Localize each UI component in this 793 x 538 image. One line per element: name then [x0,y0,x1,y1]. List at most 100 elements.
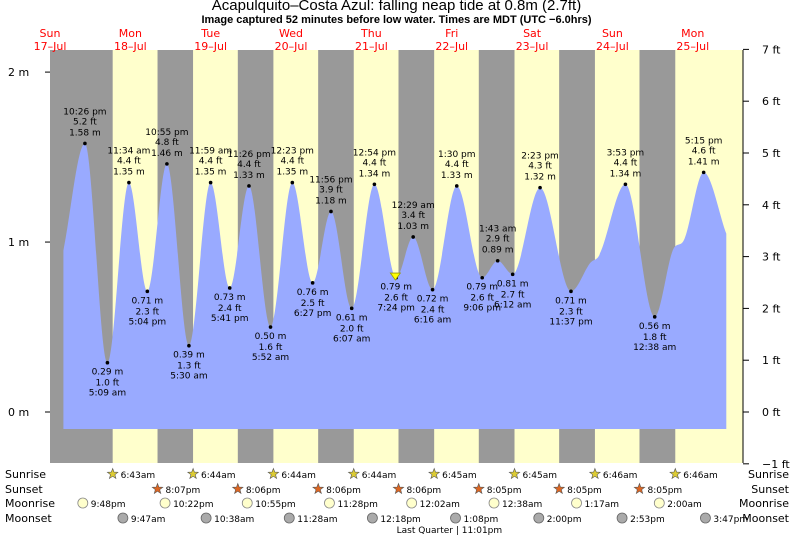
day-header-weekday: Mon [119,27,142,40]
tide-m-label: 0.71 m [131,296,163,306]
moonset-icon [533,512,545,524]
tide-extreme-dot [290,180,295,185]
event-row-label-right: Sunset [751,483,789,496]
event-row-label-left: Sunset [5,483,43,496]
tide-m-label: 0.56 m [639,322,671,332]
y-tick-label-ft: 1 ft [762,354,781,367]
tide-time-label: 5:52 am [252,353,289,363]
sunrise-icon [267,467,280,480]
sunrise-time: 6:43am [121,471,155,481]
day-header-weekday: Sun [40,27,61,40]
y-tick-label-ft: 4 ft [762,199,781,212]
day-header-weekday: Fri [445,27,458,40]
tide-time-label: 5:04 pm [129,317,167,327]
tide-m-label: 0.73 m [214,293,246,303]
tide-time-label: 12:54 pm [353,148,396,158]
tide-m-label: 1.33 m [441,171,473,181]
tide-ft-label: 3.9 ft [319,185,343,195]
tide-ft-label: 5.2 ft [73,117,97,127]
tide-time-label: 11:26 pm [227,150,270,160]
tide-ft-label: 2.5 ft [301,299,325,309]
tide-ft-label: 2.4 ft [218,304,242,314]
tide-ft-label: 4.4 ft [237,160,261,170]
tide-extreme-dot [83,141,87,146]
tide-extreme-dot [623,182,628,187]
tide-m-label: 0.89 m [482,246,514,256]
tide-m-label: 0.29 m [92,368,124,378]
day-header-date: 23–Jul [516,40,549,53]
sunrise-time: 6:45am [442,471,477,481]
tide-extreme-dot [430,287,435,292]
y-tick-label-ft: 7 ft [762,43,781,56]
tide-m-label: 0.76 m [297,288,329,298]
tide-extreme-dot [510,272,515,277]
moonset-time: 2:00pm [547,515,582,525]
sunrise-icon [106,467,119,480]
moonset-icon [366,512,378,524]
y-tick-label-m: 1 m [8,236,29,249]
tide-m-label: 1.34 m [610,169,642,179]
tide-ft-label: 1.6 ft [259,343,283,353]
day-header-weekday: Mon [681,27,704,40]
tide-ft-label: 2.7 ft [501,290,525,300]
sunrise-icon [347,467,360,480]
moonset-icon [117,512,129,524]
y-tick-label-ft: −1 ft [762,458,790,471]
tide-ft-label: 1.3 ft [177,362,201,372]
tide-time-label: 6:07 am [333,334,370,344]
day-header-weekday: Sat [523,27,542,40]
tide-ft-label: 2.6 ft [384,294,408,304]
tide-curve [63,143,727,429]
moonset-icon [200,512,212,524]
tide-time-label: 11:56 pm [309,175,352,185]
tide-m-label: 1.34 m [359,169,391,179]
event-row-label-left: Moonset [5,512,52,525]
tide-m-label: 0.39 m [173,351,205,361]
tide-ft-label: 4.4 ft [117,157,141,167]
tide-time-label: 1:30 pm [438,150,476,160]
tide-extreme-dot [495,258,500,263]
day-header-date: 25–Jul [676,40,709,53]
tide-time-label: 11:34 am [107,147,150,157]
tide-time-label: 12:29 am [392,201,435,211]
y-tick-label-ft: 5 ft [762,147,781,160]
tide-time-label: 5:09 am [89,389,126,399]
chart-subtitle: Image captured 52 minutes before low wat… [201,14,592,26]
tide-m-label: 1.35 m [113,168,145,178]
moonset-time: 1:08pm [464,515,499,525]
tide-ft-label: 2.3 ft [135,307,159,317]
day-header-weekday: Sun [602,27,623,40]
moonrise-time: 10:55pm [255,500,295,510]
tide-ft-label: 4.4 ft [280,157,304,167]
moonset-time: 12:18pm [380,515,420,525]
tide-extreme-dot [105,360,110,365]
tide-ft-label: 1.0 ft [96,379,120,389]
tide-time-label: 12:23 pm [271,147,314,157]
event-row-label-left: Moonrise [5,497,55,510]
moonrise-icon [324,497,335,509]
sunset-icon [472,482,485,495]
moonset-icon [283,512,295,524]
sunset-time: 8:07pm [166,486,201,496]
moonset-icon [616,512,628,524]
moonrise-time: 12:38am [502,500,542,510]
tide-time-label: 5:30 am [170,372,207,382]
moonset-icon [450,512,461,524]
tide-m-label: 1.41 m [688,157,720,167]
tide-m-label: 1.03 m [397,222,429,232]
tide-time-label: 6:16 am [414,316,451,326]
tide-time-label: 10:26 pm [63,107,106,117]
sunrise-icon [428,467,441,480]
moonrise-time: 10:22pm [173,500,213,510]
moonrise-time: 1:17am [585,500,620,510]
sunrise-time: 6:44am [362,471,397,481]
sunset-time: 8:05pm [647,486,682,496]
sunrise-time: 6:44am [281,471,316,481]
tide-extreme-dot [329,209,333,214]
day-header-date: 17–Jul [34,40,67,53]
y-tick-label-m: 0 m [8,406,29,419]
tide-extreme-dot [480,275,485,280]
tide-extreme-dot [127,180,131,185]
sunrise-icon [588,467,602,480]
y-tick-label-ft: 6 ft [762,95,781,108]
